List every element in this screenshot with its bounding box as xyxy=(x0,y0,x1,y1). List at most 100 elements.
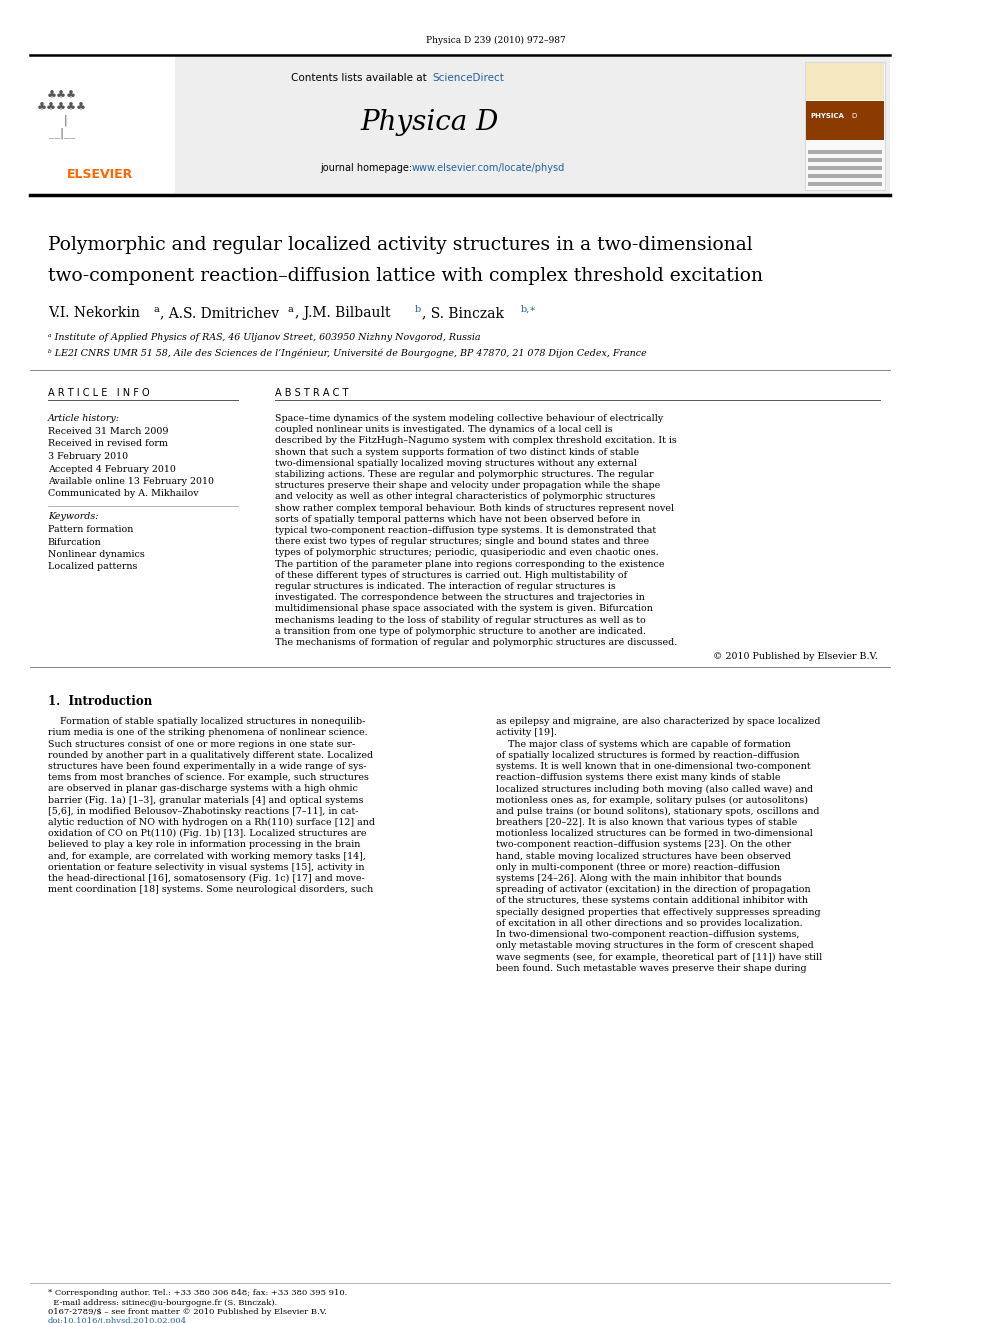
Text: spreading of activator (excitation) in the direction of propagation: spreading of activator (excitation) in t… xyxy=(496,885,810,894)
Text: Physica D: Physica D xyxy=(361,108,499,135)
Text: D: D xyxy=(851,112,856,119)
Text: © 2010 Published by Elsevier B.V.: © 2010 Published by Elsevier B.V. xyxy=(713,652,878,662)
Text: A R T I C L E   I N F O: A R T I C L E I N F O xyxy=(48,388,150,398)
Text: rium media is one of the striking phenomena of nonlinear science.: rium media is one of the striking phenom… xyxy=(48,729,368,737)
Text: localized structures including both moving (also called wave) and: localized structures including both movi… xyxy=(496,785,813,794)
Text: ᵇ LE2I CNRS UMR 51 58, Aile des Sciences de l’Ingénieur, Université de Bourgogne: ᵇ LE2I CNRS UMR 51 58, Aile des Sciences… xyxy=(48,348,647,357)
Bar xyxy=(806,64,884,101)
Text: www.elsevier.com/locate/physd: www.elsevier.com/locate/physd xyxy=(412,163,565,173)
Text: believed to play a key role in information processing in the brain: believed to play a key role in informati… xyxy=(48,840,360,849)
Text: only metastable moving structures in the form of crescent shaped: only metastable moving structures in the… xyxy=(496,941,813,950)
Text: stabilizing actions. These are regular and polymorphic structures. The regular: stabilizing actions. These are regular a… xyxy=(275,470,654,479)
Text: oxidation of CO on Pt(110) (Fig. 1b) [13]. Localized structures are: oxidation of CO on Pt(110) (Fig. 1b) [13… xyxy=(48,830,366,839)
Text: Article history:: Article history: xyxy=(48,414,120,423)
Text: structures preserve their shape and velocity under propagation while the shape: structures preserve their shape and velo… xyxy=(275,482,661,491)
Text: mechanisms leading to the loss of stability of regular structures as well as to: mechanisms leading to the loss of stabil… xyxy=(275,615,646,624)
Text: of excitation in all other directions and so provides localization.: of excitation in all other directions an… xyxy=(496,918,803,927)
Text: V.I. Nekorkin: V.I. Nekorkin xyxy=(48,306,140,320)
Text: In two-dimensional two-component reaction–diffusion systems,: In two-dimensional two-component reactio… xyxy=(496,930,800,939)
Text: Localized patterns: Localized patterns xyxy=(48,562,137,572)
Text: of spatially localized structures is formed by reaction–diffusion: of spatially localized structures is for… xyxy=(496,750,800,759)
Text: only in multi-component (three or more) reaction–diffusion: only in multi-component (three or more) … xyxy=(496,863,780,872)
Text: Received 31 March 2009: Received 31 March 2009 xyxy=(48,427,169,437)
Text: Such structures consist of one or more regions in one state sur-: Such structures consist of one or more r… xyxy=(48,740,355,749)
Text: , A.S. Dmitrichev: , A.S. Dmitrichev xyxy=(160,306,279,320)
Bar xyxy=(30,56,890,193)
Text: Physica D 239 (2010) 972–987: Physica D 239 (2010) 972–987 xyxy=(427,36,565,45)
Text: ment coordination [18] systems. Some neurological disorders, such: ment coordination [18] systems. Some neu… xyxy=(48,885,373,894)
Text: 0167-2789/$ – see front matter © 2010 Published by Elsevier B.V.: 0167-2789/$ – see front matter © 2010 Pu… xyxy=(48,1308,326,1316)
Text: Bifurcation: Bifurcation xyxy=(48,537,102,546)
Text: ♣♣♣
♣♣♣♣♣
  |
__|__: ♣♣♣ ♣♣♣♣♣ | __|__ xyxy=(37,91,87,139)
Text: Keywords:: Keywords: xyxy=(48,512,98,521)
Text: activity [19].: activity [19]. xyxy=(496,729,557,737)
Text: A B S T R A C T: A B S T R A C T xyxy=(275,388,348,398)
Text: PHYSICA: PHYSICA xyxy=(810,112,844,119)
Text: systems. It is well known that in one-dimensional two-component: systems. It is well known that in one-di… xyxy=(496,762,810,771)
Text: Accepted 4 February 2010: Accepted 4 February 2010 xyxy=(48,464,176,474)
Text: E-mail address: sitinec@u-bourgogne.fr (S. Binczak).: E-mail address: sitinec@u-bourgogne.fr (… xyxy=(48,1299,277,1307)
Text: Nonlinear dynamics: Nonlinear dynamics xyxy=(48,550,145,560)
Text: The mechanisms of formation of regular and polymorphic structures are discussed.: The mechanisms of formation of regular a… xyxy=(275,638,678,647)
Text: Available online 13 February 2010: Available online 13 February 2010 xyxy=(48,478,214,486)
Text: a transition from one type of polymorphic structure to another are indicated.: a transition from one type of polymorphi… xyxy=(275,627,646,636)
Text: The partition of the parameter plane into regions corresponding to the existence: The partition of the parameter plane int… xyxy=(275,560,665,569)
Text: specially designed properties that effectively suppresses spreading: specially designed properties that effec… xyxy=(496,908,820,917)
Text: the head-directional [16], somatosensory (Fig. 1c) [17] and move-: the head-directional [16], somatosensory… xyxy=(48,875,365,884)
Text: breathers [20–22]. It is also known that various types of stable: breathers [20–22]. It is also known that… xyxy=(496,818,798,827)
Text: multidimensional phase space associated with the system is given. Bifurcation: multidimensional phase space associated … xyxy=(275,605,653,614)
Text: orientation or feature selectivity in visual systems [15], activity in: orientation or feature selectivity in vi… xyxy=(48,863,364,872)
Text: show rather complex temporal behaviour. Both kinds of structures represent novel: show rather complex temporal behaviour. … xyxy=(275,504,675,512)
Text: journal homepage:: journal homepage: xyxy=(320,163,416,173)
Text: , S. Binczak: , S. Binczak xyxy=(422,306,504,320)
Text: as epilepsy and migraine, are also characterized by space localized: as epilepsy and migraine, are also chara… xyxy=(496,717,820,726)
Text: motionless ones as, for example, solitary pulses (or autosolitons): motionless ones as, for example, solitar… xyxy=(496,795,808,804)
Text: ᵃ Institute of Applied Physics of RAS, 46 Uljanov Street, 603950 Nizhny Novgorod: ᵃ Institute of Applied Physics of RAS, 4… xyxy=(48,332,480,341)
Text: a: a xyxy=(288,304,294,314)
Text: two-component reaction–diffusion systems [23]. On the other: two-component reaction–diffusion systems… xyxy=(496,840,792,849)
Text: structures have been found experimentally in a wide range of sys-: structures have been found experimentall… xyxy=(48,762,367,771)
Text: barrier (Fig. 1a) [1–3], granular materials [4] and optical systems: barrier (Fig. 1a) [1–3], granular materi… xyxy=(48,795,363,804)
Text: Contents lists available at: Contents lists available at xyxy=(291,73,430,83)
Text: sorts of spatially temporal patterns which have not been observed before in: sorts of spatially temporal patterns whi… xyxy=(275,515,641,524)
Text: hand, stable moving localized structures have been observed: hand, stable moving localized structures… xyxy=(496,852,791,860)
Text: Received in revised form: Received in revised form xyxy=(48,439,168,448)
Text: there exist two types of regular structures; single and bound states and three: there exist two types of regular structu… xyxy=(275,537,649,546)
Text: and velocity as well as other integral characteristics of polymorphic structures: and velocity as well as other integral c… xyxy=(275,492,656,501)
Text: rounded by another part in a qualitatively different state. Localized: rounded by another part in a qualitative… xyxy=(48,750,373,759)
Text: The major class of systems which are capable of formation: The major class of systems which are cap… xyxy=(496,740,791,749)
Text: [5,6], in modified Belousov–Zhabotinsky reactions [7–11], in cat-: [5,6], in modified Belousov–Zhabotinsky … xyxy=(48,807,358,816)
Text: ELSEVIER: ELSEVIER xyxy=(67,168,133,181)
Text: alytic reduction of NO with hydrogen on a Rh(110) surface [12] and: alytic reduction of NO with hydrogen on … xyxy=(48,818,375,827)
Bar xyxy=(808,175,882,179)
Text: 1.  Introduction: 1. Introduction xyxy=(48,695,152,708)
Bar xyxy=(808,149,882,153)
Text: a: a xyxy=(153,304,159,314)
Bar xyxy=(808,183,882,187)
Text: tems from most branches of science. For example, such structures: tems from most branches of science. For … xyxy=(48,773,369,782)
Text: Formation of stable spatially localized structures in nonequilib-: Formation of stable spatially localized … xyxy=(48,717,365,726)
Text: motionless localized structures can be formed in two-dimensional: motionless localized structures can be f… xyxy=(496,830,812,839)
Bar xyxy=(808,165,882,169)
Text: of the structures, these systems contain additional inhibitor with: of the structures, these systems contain… xyxy=(496,897,808,905)
Text: two-dimensional spatially localized moving structures without any external: two-dimensional spatially localized movi… xyxy=(275,459,637,468)
Text: * Corresponding author. Tel.: +33 380 306 848; fax: +33 380 395 910.: * Corresponding author. Tel.: +33 380 30… xyxy=(48,1289,347,1297)
Text: ScienceDirect: ScienceDirect xyxy=(432,73,504,83)
Bar xyxy=(808,157,882,161)
Text: shown that such a system supports formation of two distinct kinds of stable: shown that such a system supports format… xyxy=(275,447,639,456)
Bar xyxy=(806,101,884,140)
Text: are observed in planar gas-discharge systems with a high ohmic: are observed in planar gas-discharge sys… xyxy=(48,785,358,794)
Text: of these different types of structures is carried out. High multistability of: of these different types of structures i… xyxy=(275,570,627,579)
Text: been found. Such metastable waves preserve their shape during: been found. Such metastable waves preser… xyxy=(496,963,806,972)
Text: 3 February 2010: 3 February 2010 xyxy=(48,452,128,460)
Text: Pattern formation: Pattern formation xyxy=(48,525,133,534)
Text: b,∗: b,∗ xyxy=(521,304,537,314)
Text: investigated. The correspondence between the structures and trajectories in: investigated. The correspondence between… xyxy=(275,593,645,602)
Text: regular structures is indicated. The interaction of regular structures is: regular structures is indicated. The int… xyxy=(275,582,616,591)
Text: systems [24–26]. Along with the main inhibitor that bounds: systems [24–26]. Along with the main inh… xyxy=(496,875,782,882)
Text: Polymorphic and regular localized activity structures in a two-dimensional: Polymorphic and regular localized activi… xyxy=(48,235,753,254)
Text: two-component reaction–diffusion lattice with complex threshold excitation: two-component reaction–diffusion lattice… xyxy=(48,267,763,284)
Text: , J.M. Bilbault: , J.M. Bilbault xyxy=(295,306,391,320)
Text: b: b xyxy=(415,304,422,314)
Text: and pulse trains (or bound solitons), stationary spots, oscillons and: and pulse trains (or bound solitons), st… xyxy=(496,807,819,816)
